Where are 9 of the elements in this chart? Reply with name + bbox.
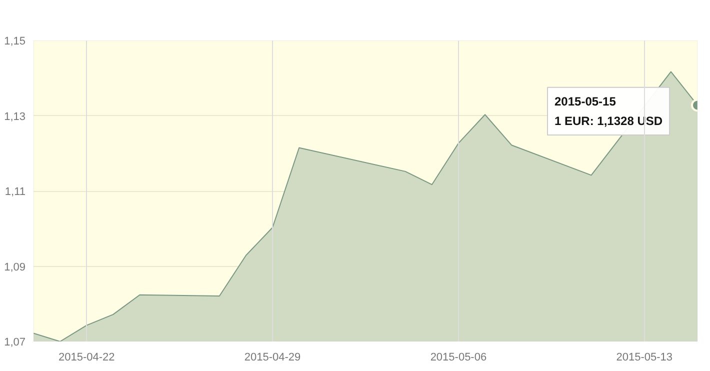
y-tick-label: 1,13 [4, 110, 26, 123]
x-tick-label: 2015-05-13 [616, 352, 673, 364]
x-tick-label: 2015-04-29 [244, 352, 301, 364]
x-tick-label: 2015-04-22 [58, 352, 115, 364]
y-tick-label: 1,15 [4, 36, 26, 48]
x-tick-label: 2015-05-06 [430, 352, 487, 364]
y-tick-label: 1,07 [4, 336, 26, 348]
y-tick-label: 1,09 [4, 261, 26, 274]
y-tick-label: 1,11 [4, 186, 26, 198]
